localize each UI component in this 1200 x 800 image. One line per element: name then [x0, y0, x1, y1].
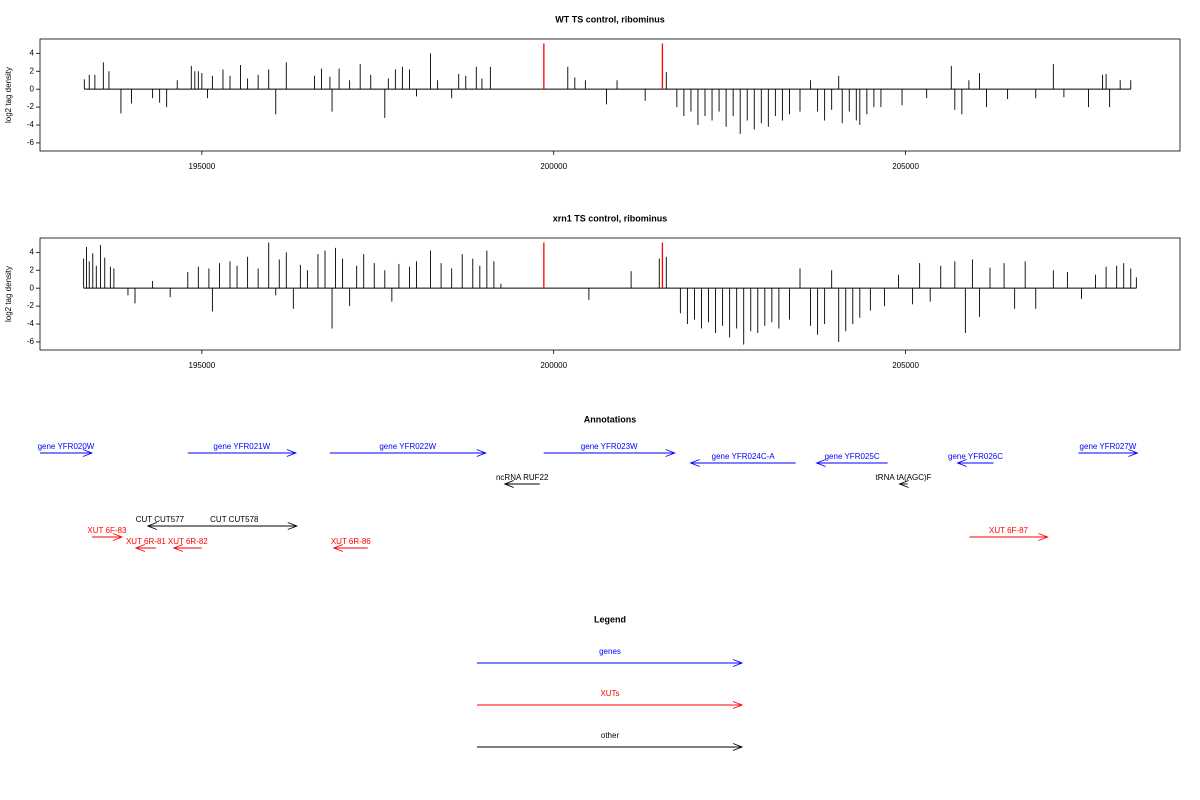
y-tick-label: -6: [27, 138, 35, 147]
annotations-title: Annotations: [584, 414, 637, 424]
feature-label: XUT 6F-87: [989, 526, 1029, 535]
feature-arrow-head: [956, 459, 967, 467]
feature-label: tRNA tA(AGC)F: [876, 473, 932, 482]
y-tick-label: 2: [30, 265, 35, 274]
feature-label: XUT 6R-82: [168, 537, 208, 546]
feature-arrow-head: [287, 522, 299, 530]
y-tick-label: 2: [30, 66, 35, 75]
feature-label: gene YFR022W: [379, 442, 436, 451]
feature-label: gene YFR023W: [581, 442, 638, 451]
feature-arrow-head: [1038, 533, 1049, 541]
y-tick-label: 4: [30, 48, 35, 57]
feature-arrow-head: [476, 449, 487, 457]
chart-title: xrn1 TS control, ribominus: [553, 213, 668, 223]
x-tick-label: 205000: [892, 162, 919, 171]
y-tick-label: 0: [30, 283, 35, 292]
feature-arrow-head: [82, 449, 94, 457]
feature-label: gene YFR026C: [948, 452, 1003, 461]
y-tick-label: -4: [27, 319, 35, 328]
feature-label: CUT CUT578: [210, 515, 259, 524]
x-tick-label: 195000: [189, 162, 216, 171]
legend-label: genes: [599, 647, 621, 656]
plot-frame: [39, 38, 1181, 152]
feature-label: XUT 6R-81: [126, 537, 166, 546]
x-tick-label: 200000: [540, 162, 567, 171]
x-tick-label: 200000: [540, 361, 567, 370]
feature-label: XUT 6F-83: [87, 526, 127, 535]
legend-arrow-head: [732, 659, 744, 667]
y-axis-label: log2 tag density: [4, 67, 13, 123]
feature-arrow-head: [1128, 449, 1139, 457]
x-tick-label: 205000: [892, 361, 919, 370]
plot-frame: [39, 237, 1181, 351]
legend-arrow-head: [732, 743, 744, 751]
feature-label: gene YFR027W: [1080, 442, 1137, 451]
y-tick-label: -2: [27, 102, 35, 111]
feature-label: gene YFR024C-A: [712, 452, 776, 461]
feature-arrow-head: [665, 449, 676, 457]
feature-label: CUT CUT577: [136, 515, 185, 524]
feature-arrow-head: [332, 544, 343, 552]
feature-label: gene YFR021W: [213, 442, 270, 451]
legend-label: XUTs: [600, 689, 619, 698]
feature-arrow-head: [134, 544, 146, 552]
feature-arrow-head: [286, 449, 298, 457]
y-tick-label: 4: [30, 247, 35, 256]
legend-arrow-head: [732, 701, 744, 709]
feature-label: XUT 6R-86: [331, 537, 371, 546]
feature-arrow-head: [172, 544, 184, 552]
legend-title: Legend: [594, 614, 626, 624]
feature-arrow-head: [112, 533, 124, 541]
feature-label: gene YFR025C: [825, 452, 880, 461]
feature-arrow-head: [503, 480, 514, 488]
feature-label: gene YFR020W: [38, 442, 95, 451]
x-tick-label: 195000: [189, 361, 216, 370]
feature-arrow-head: [689, 459, 700, 467]
y-axis-label: log2 tag density: [4, 266, 13, 322]
feature-arrow-head: [898, 480, 909, 488]
y-tick-label: -4: [27, 120, 35, 129]
feature-arrow-head: [146, 522, 158, 530]
chart-title: WT TS control, ribominus: [555, 14, 665, 24]
y-tick-label: -2: [27, 301, 35, 310]
y-tick-label: 0: [30, 84, 35, 93]
legend-label: other: [601, 731, 620, 740]
feature-label: ncRNA RUF22: [496, 473, 549, 482]
y-tick-label: -6: [27, 337, 35, 346]
feature-arrow-head: [815, 459, 826, 467]
